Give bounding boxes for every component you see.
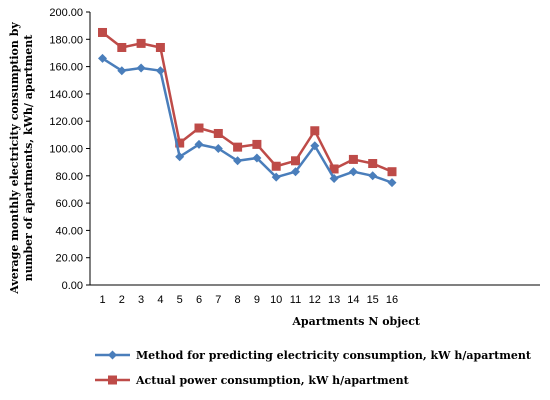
data-point xyxy=(291,167,300,177)
data-point xyxy=(348,154,358,164)
y-tick-label: 120.00 xyxy=(49,116,83,128)
y-tick-label: 140.00 xyxy=(49,89,83,101)
legend-marker xyxy=(108,375,117,385)
x-axis-ticks: 1 2 3 4 5 6 7 8 9 10 11 12 13 14 15 16 xyxy=(99,294,398,306)
data-point xyxy=(348,167,358,177)
y-tick-label: 160.00 xyxy=(49,62,83,74)
series-2 xyxy=(98,27,397,177)
data-point xyxy=(233,156,243,166)
y-axis-ticks: 0.00 20.00 40.00 60.00 80.00 100.00 120.00 140.… xyxy=(49,7,90,292)
data-point xyxy=(213,144,223,153)
x-tick-label: 8 xyxy=(235,294,241,306)
data-point xyxy=(136,38,146,48)
x-tick-label: 13 xyxy=(328,294,340,306)
data-point xyxy=(329,164,339,174)
data-point xyxy=(310,141,320,151)
series-2-line xyxy=(101,31,393,173)
y-tick-label: 80.00 xyxy=(55,171,83,183)
data-point xyxy=(136,63,146,73)
x-tick-label: 16 xyxy=(386,294,398,306)
x-tick-label: 6 xyxy=(196,294,202,306)
data-point xyxy=(291,156,300,166)
x-axis-label: Apartments N object xyxy=(291,315,421,328)
y-tick-label: 40.00 xyxy=(55,225,83,237)
data-point xyxy=(175,152,185,162)
data-point xyxy=(155,42,165,52)
legend-label: Method for predicting electricity consum… xyxy=(136,349,532,362)
data-point xyxy=(117,66,127,76)
y-tick-label: 180.00 xyxy=(49,34,83,46)
data-point xyxy=(98,27,107,37)
y-tick-label: 20.00 xyxy=(55,253,83,265)
x-tick-label: 5 xyxy=(177,294,183,306)
data-point xyxy=(271,161,281,171)
legend: Method for predicting electricity consum… xyxy=(95,349,532,387)
x-tick-label: 9 xyxy=(254,294,260,306)
y-tick-label: 0.00 xyxy=(62,280,83,292)
legend-label: Actual power consumption, kW h/apartment xyxy=(135,374,410,387)
x-tick-label: 15 xyxy=(367,294,379,306)
x-tick-label: 3 xyxy=(138,294,144,306)
series-layer xyxy=(98,27,397,188)
series-1-line xyxy=(101,57,393,184)
data-point xyxy=(194,123,204,133)
data-point xyxy=(213,128,223,138)
y-tick-label: 200.00 xyxy=(49,7,83,19)
y-axis-label-line-2: number of apartments, kWh/ apartment xyxy=(22,34,35,282)
y-tick-label: 60.00 xyxy=(55,198,83,210)
x-tick-label: 2 xyxy=(119,294,125,306)
data-point xyxy=(117,42,127,52)
data-point xyxy=(310,126,320,136)
x-tick-label: 10 xyxy=(270,294,282,306)
data-point xyxy=(387,167,397,177)
data-point xyxy=(368,159,378,169)
data-point xyxy=(194,139,204,149)
data-point xyxy=(387,178,397,188)
series-1 xyxy=(98,53,397,188)
x-tick-label: 4 xyxy=(157,294,163,306)
y-axis-label: Average monthly electricity consumption … xyxy=(8,22,35,295)
x-tick-label: 1 xyxy=(99,294,105,306)
data-point xyxy=(252,139,262,149)
data-point xyxy=(368,171,378,181)
x-tick-label: 7 xyxy=(215,294,221,306)
data-point xyxy=(98,53,107,63)
x-tick-label: 12 xyxy=(309,294,321,306)
y-tick-label: 100.00 xyxy=(49,144,83,156)
legend-marker xyxy=(108,350,117,360)
axes xyxy=(89,12,540,286)
data-point xyxy=(175,138,185,148)
legend-item-2: Actual power consumption, kW h/apartment xyxy=(95,374,410,387)
data-point xyxy=(155,66,165,76)
x-tick-label: 11 xyxy=(290,294,301,306)
y-axis-label-line-1: Average monthly electricity consumption … xyxy=(8,22,21,295)
data-point xyxy=(233,142,243,152)
data-point xyxy=(252,153,262,163)
data-point xyxy=(329,174,339,184)
x-tick-label: 14 xyxy=(347,294,359,306)
data-point xyxy=(271,172,281,182)
legend-item-1: Method for predicting electricity consum… xyxy=(95,349,532,362)
